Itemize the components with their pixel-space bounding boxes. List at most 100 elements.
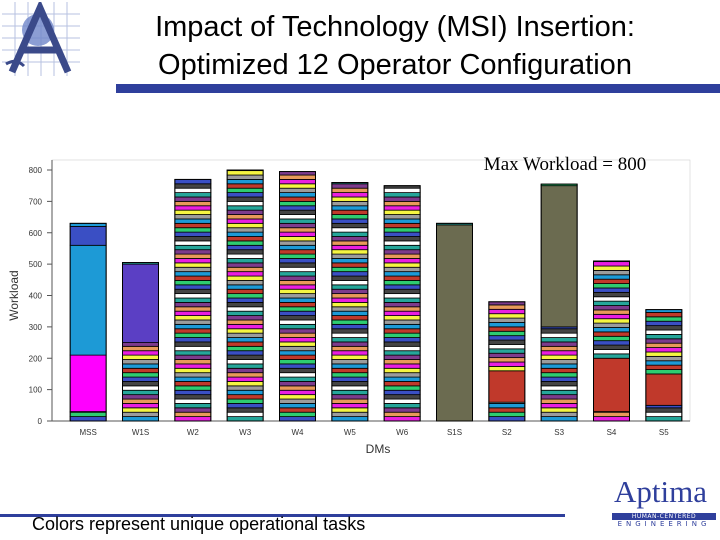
- x-axis-label: DMs: [366, 442, 391, 456]
- bar-segment-s3: [540, 332, 578, 338]
- bar-segment-w3: [226, 200, 264, 207]
- bar-segment-w4: [279, 271, 316, 277]
- bar-segment-w1s: [122, 407, 159, 413]
- bar-segment-w2: [174, 398, 212, 404]
- bar-segment-w4: [279, 398, 316, 404]
- bar-segment-w3: [226, 394, 264, 400]
- title-line-1: Impact of Technology (MSI) Insertion:: [155, 11, 635, 43]
- bar-segment-w1s: [122, 342, 159, 347]
- bar-segment-w3: [226, 227, 264, 233]
- bar-segment-w2: [174, 218, 212, 224]
- bar-segment-w3: [226, 231, 264, 237]
- bar-segment-w4: [279, 187, 316, 193]
- bar-segment-w4: [279, 280, 316, 286]
- x-tick-label: W6: [396, 428, 409, 437]
- bar-segment-w2: [174, 416, 212, 422]
- bar-segment-s4: [593, 265, 630, 271]
- bar-segment-w5: [331, 416, 369, 422]
- bar-segment-w3: [226, 367, 264, 374]
- bar-segment-s2: [488, 407, 526, 413]
- bar-s5: [645, 309, 683, 422]
- bar-segment-w4: [279, 244, 316, 251]
- bar-segment-w3: [226, 350, 264, 356]
- bar-segment-w2: [174, 315, 212, 321]
- bar-segment-w5: [331, 266, 369, 273]
- x-tick-label: S5: [659, 428, 669, 437]
- y-axis-label: Workload: [7, 270, 21, 320]
- bar-segment-w1s: [122, 372, 159, 378]
- bar-segment-s2: [488, 304, 526, 310]
- bar-segment-s3: [540, 354, 578, 360]
- bar-segment-w4: [279, 416, 316, 422]
- bar-w1s: [122, 262, 159, 422]
- bar-segment-w1s: [122, 363, 159, 369]
- bar-segment-w2: [174, 192, 212, 198]
- bar-segment-w6: [383, 293, 421, 299]
- bar-segment-w4: [279, 266, 316, 273]
- bar-segment-w1s: [122, 389, 159, 396]
- bar-segment-mss: [69, 226, 107, 246]
- bar-segment-w1s: [122, 416, 159, 422]
- bar-segment-w3: [226, 306, 264, 312]
- bar-segment-w1s: [122, 354, 159, 360]
- bar-segment-s3: [540, 398, 578, 404]
- bar-segment-w2: [174, 280, 212, 286]
- bar-segment-w2: [174, 297, 212, 303]
- bar-segment-s3: [540, 394, 578, 400]
- bar-segment-w6: [383, 209, 421, 215]
- bar-segment-w3: [226, 319, 264, 325]
- bar-segment-w2: [174, 236, 212, 242]
- footer-caption: Colors represent unique operational task…: [32, 514, 366, 534]
- y-tick-label: 100: [29, 386, 43, 395]
- bar-segment-w1s: [122, 403, 159, 409]
- bar-segment-w4: [279, 332, 316, 338]
- bar-segment-w5: [331, 262, 369, 268]
- bar-segment-w5: [331, 222, 369, 229]
- bar-segment-w6: [383, 319, 421, 325]
- bar-segment-w5: [331, 341, 369, 347]
- bar-segment-w2: [174, 231, 212, 237]
- bar-segment-w5: [331, 350, 369, 356]
- bar-segment-w4: [279, 403, 316, 409]
- bar-segment-s5: [645, 407, 683, 413]
- bar-segment-w3: [226, 205, 264, 211]
- bar-segment-w6: [383, 310, 421, 316]
- bar-segment-w6: [383, 249, 421, 255]
- bar-w5: [331, 182, 369, 422]
- bar-segment-w2: [174, 385, 212, 391]
- bar-segment-w4: [279, 359, 316, 365]
- bar-segment-w2: [174, 209, 212, 215]
- bar-segment-w5: [331, 332, 369, 338]
- bar-w6: [383, 185, 421, 422]
- bar-segment-w2: [174, 389, 212, 396]
- bar-segment-w2: [174, 249, 212, 255]
- bar-segment-w6: [383, 187, 421, 193]
- bar-segment-w4: [279, 345, 316, 352]
- bar-segment-w6: [383, 323, 421, 330]
- bar-segment-w3: [226, 302, 264, 308]
- y-tick-label: 500: [29, 260, 43, 269]
- bar-segment-s2: [488, 352, 526, 359]
- bar-segment-s2: [488, 339, 526, 345]
- bar-segment-w5: [331, 280, 369, 286]
- bar-segment-s5: [645, 369, 683, 375]
- bar-segment-w3: [226, 218, 264, 224]
- bar-segment-w2: [174, 262, 212, 268]
- bar-segment-s2: [488, 344, 526, 350]
- bar-segment-w5: [331, 394, 369, 400]
- page-title: Impact of Technology (MSI) Insertion: Op…: [90, 8, 700, 84]
- bar-segment-w3: [226, 280, 264, 286]
- bar-segment-w3: [226, 416, 264, 422]
- bar-segment-s2: [488, 411, 526, 418]
- bar-segment-w2: [174, 407, 212, 413]
- tagline-bottom: ENGINEERING: [617, 520, 711, 528]
- bar-segment-w4: [279, 297, 316, 303]
- bar-segment-w4: [279, 293, 316, 299]
- bar-segment-s5: [645, 416, 683, 422]
- bar-segment-w1s: [122, 263, 159, 343]
- bar-segment-s4: [593, 340, 630, 346]
- bar-segment-w2: [174, 302, 212, 308]
- bar-segment-s5: [645, 320, 683, 327]
- bar-segment-w4: [279, 196, 316, 202]
- bar-segment-s5: [645, 360, 683, 366]
